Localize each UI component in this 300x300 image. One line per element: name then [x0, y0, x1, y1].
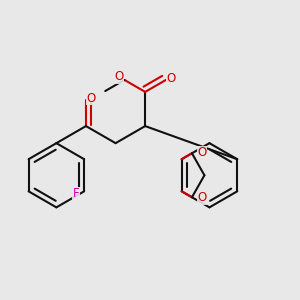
Text: O: O [197, 191, 206, 204]
Text: O: O [87, 92, 96, 105]
Text: O: O [115, 70, 124, 83]
Text: F: F [73, 187, 79, 200]
Text: O: O [167, 72, 176, 85]
Text: O: O [197, 146, 206, 159]
